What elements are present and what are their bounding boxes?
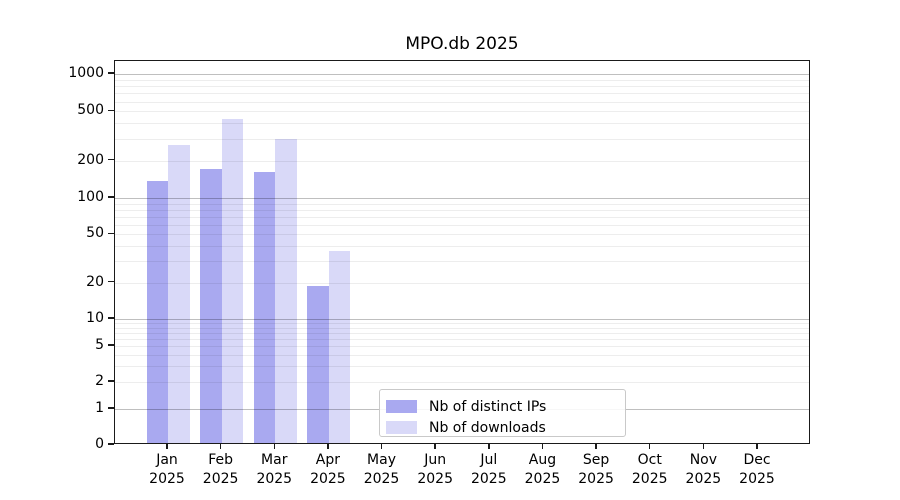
legend-entry: Nb of downloads [380,417,625,438]
gridline-minor [115,332,809,334]
y-tick-mark [108,232,114,235]
gridline-minor [115,366,809,368]
bar-distinct-ips [307,286,329,443]
x-tick-label: Dec 2025 [739,452,775,487]
gridline-minor [115,224,809,226]
x-tick-mark [219,444,222,449]
bar-distinct-ips [253,172,276,443]
gridline-major [115,198,809,199]
gridline-minor [115,282,809,284]
bar-distinct-ips [146,180,168,443]
y-tick-label: 100 [77,189,104,205]
plot-area [114,60,810,444]
gridline-minor [115,261,809,263]
y-tick-mark [108,196,114,198]
gridline-minor [115,354,809,356]
gridline-major [115,319,809,320]
x-tick-label: Feb 2025 [202,452,239,487]
legend: Nb of distinct IPs Nb of downloads [379,389,626,437]
gridline-minor [115,160,809,162]
gridline-minor [115,346,809,348]
y-tick-label: 5 [95,337,104,354]
gridline-minor [115,111,809,113]
x-tick-label: Nov 2025 [685,452,722,487]
gridline-minor [115,79,809,81]
x-tick-mark [702,444,705,449]
x-tick-label: May 2025 [363,452,400,487]
x-tick-label: Aug 2025 [524,452,561,487]
legend-swatch [386,400,417,413]
y-tick-mark [108,109,114,112]
x-tick-label: Jun 2025 [417,452,453,487]
y-tick-mark [108,72,114,74]
bar-downloads [168,144,190,443]
x-tick-label: Sep 2025 [578,452,614,487]
bar-distinct-ips [200,169,222,443]
y-tick-mark [108,317,114,319]
legend-entry: Nb of distinct IPs [380,396,625,417]
x-tick-mark [649,444,651,449]
y-tick-mark [108,380,114,382]
y-tick-mark [108,158,114,161]
y-tick-mark [108,280,114,283]
x-tick-mark [380,444,383,449]
x-tick-mark [595,444,597,449]
x-tick-mark [166,444,168,449]
gridline-minor [115,209,809,211]
gridline-minor [115,323,809,325]
y-tick-label: 500 [77,102,104,119]
y-tick-mark [108,443,114,445]
x-tick-label: Oct 2025 [631,452,668,487]
y-tick-label: 2 [95,372,104,389]
y-tick-label: 200 [77,151,104,168]
x-tick-label: Mar 2025 [256,452,293,487]
x-tick-label: Jul 2025 [470,452,507,487]
y-tick-mark [108,407,114,409]
gridline-minor [115,101,809,103]
gridline-minor [115,138,809,140]
y-tick-label: 0 [95,436,104,452]
gridline-minor [115,216,809,218]
x-tick-label: Apr 2025 [310,452,346,487]
y-tick-label: 50 [86,225,104,242]
bar-downloads [328,251,351,443]
gridline-minor [115,86,809,88]
gridline-minor [115,123,809,125]
x-tick-mark [756,444,758,449]
gridline-minor [115,338,809,340]
y-tick-label: 1000 [68,65,104,81]
y-tick-label: 10 [86,310,104,326]
x-tick-mark [434,444,436,449]
x-tick-mark [488,444,490,449]
gridline-minor [115,381,809,383]
legend-swatch [386,421,417,434]
gridline-minor [115,327,809,329]
gridline-minor [115,234,809,236]
y-tick-mark [108,344,114,346]
x-tick-mark [541,444,544,449]
gridline-minor [115,246,809,248]
gridline-minor [115,93,809,95]
y-tick-label: 20 [86,273,104,290]
legend-label: Nb of downloads [429,419,546,436]
bar-downloads [221,119,244,443]
legend-label: Nb of distinct IPs [429,398,547,415]
x-tick-mark [327,444,329,449]
y-tick-label: 1 [95,400,104,416]
x-tick-label: Jan 2025 [149,452,185,487]
gridline-minor [115,203,809,205]
bar-downloads [275,138,297,443]
chart-title: MPO.db 2025 [405,34,519,54]
x-tick-mark [273,444,275,449]
gridline-major [115,74,809,75]
